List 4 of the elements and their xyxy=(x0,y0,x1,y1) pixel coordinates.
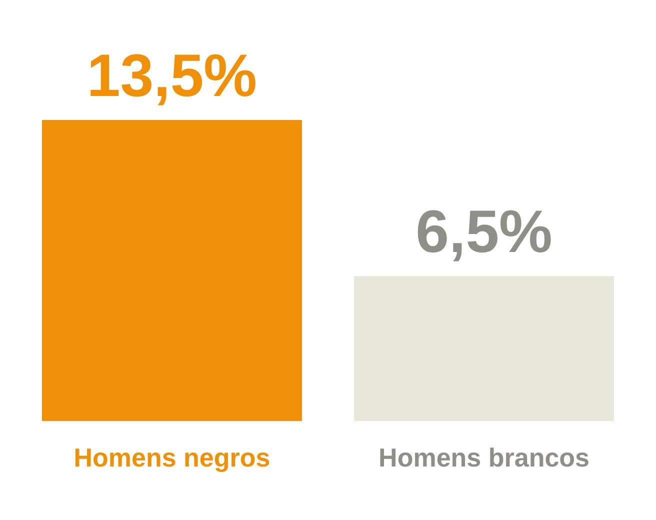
data-label: 13,5% xyxy=(86,42,258,109)
data-label: 6,5% xyxy=(416,198,552,266)
x-tick-label: Homens brancos xyxy=(378,442,590,472)
x-tick-label: Homens negros xyxy=(74,442,270,472)
